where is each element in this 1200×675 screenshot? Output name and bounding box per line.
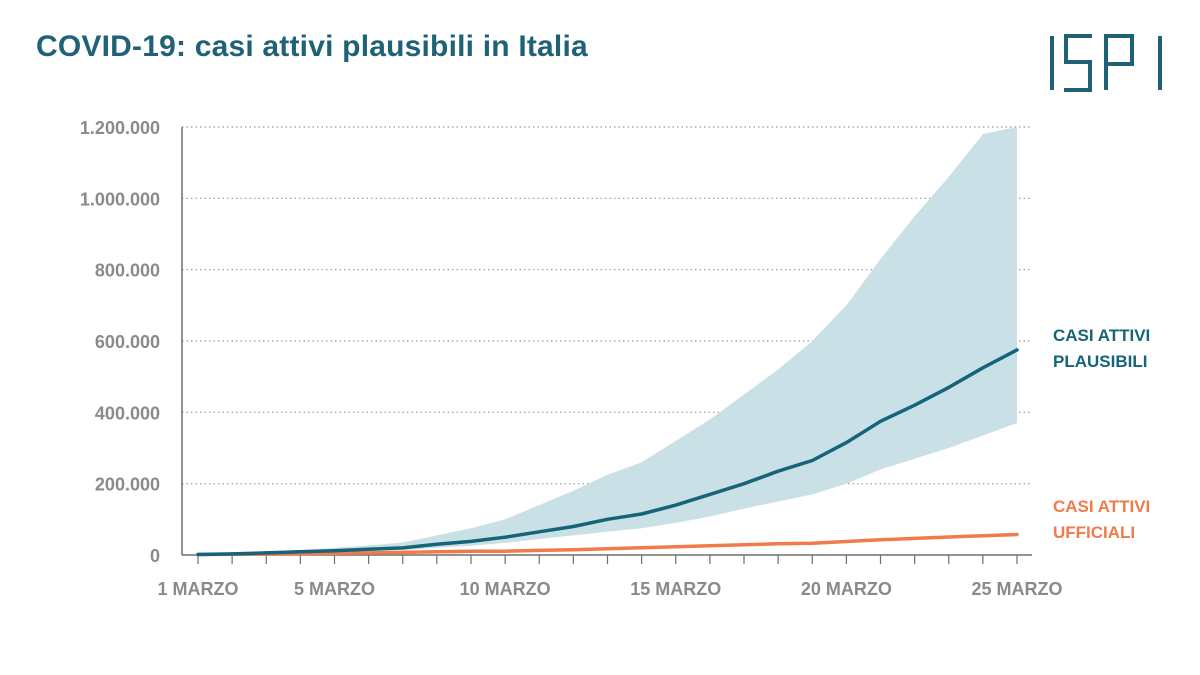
x-tick-label: 25 MARZO bbox=[971, 579, 1062, 599]
tick-label-layer: 0 200.000 400.000 600.000 800.000 1.000.000 1.… bbox=[80, 118, 1063, 599]
x-tick-label: 15 MARZO bbox=[630, 579, 721, 599]
official-series-label: CASI ATTIVI bbox=[1053, 497, 1150, 516]
x-tick-label: 1 MARZO bbox=[158, 579, 239, 599]
ispi-logo bbox=[1050, 34, 1162, 92]
y-tick-label: 1.000.000 bbox=[80, 189, 160, 209]
confidence-band-layer bbox=[198, 127, 1017, 555]
x-tick-label: 20 MARZO bbox=[801, 579, 892, 599]
y-tick-label: 1.200.000 bbox=[80, 118, 160, 138]
official-series-label: UFFICIALI bbox=[1053, 523, 1135, 542]
series-label-layer: CASI ATTIVI PLAUSIBILI CASI ATTIVI UFFICIAL… bbox=[1053, 326, 1150, 542]
logo-letter-s bbox=[1064, 34, 1092, 92]
y-tick-label: 0 bbox=[150, 546, 160, 566]
plausible-range-band bbox=[198, 127, 1017, 555]
y-tick-label: 400.000 bbox=[95, 403, 160, 423]
x-tick-label: 10 MARZO bbox=[460, 579, 551, 599]
logo-letter-p bbox=[1104, 34, 1134, 90]
line-layer bbox=[196, 348, 1019, 557]
x-tick-label: 5 MARZO bbox=[294, 579, 375, 599]
y-tick-label: 200.000 bbox=[95, 475, 160, 495]
y-tick-label: 800.000 bbox=[95, 261, 160, 281]
chart-title: COVID-19: casi attivi plausibili in Ital… bbox=[36, 30, 588, 63]
y-tick-label: 600.000 bbox=[95, 332, 160, 352]
plausible-series-label: PLAUSIBILI bbox=[1053, 352, 1147, 371]
plausible-series-label: CASI ATTIVI bbox=[1053, 326, 1150, 345]
